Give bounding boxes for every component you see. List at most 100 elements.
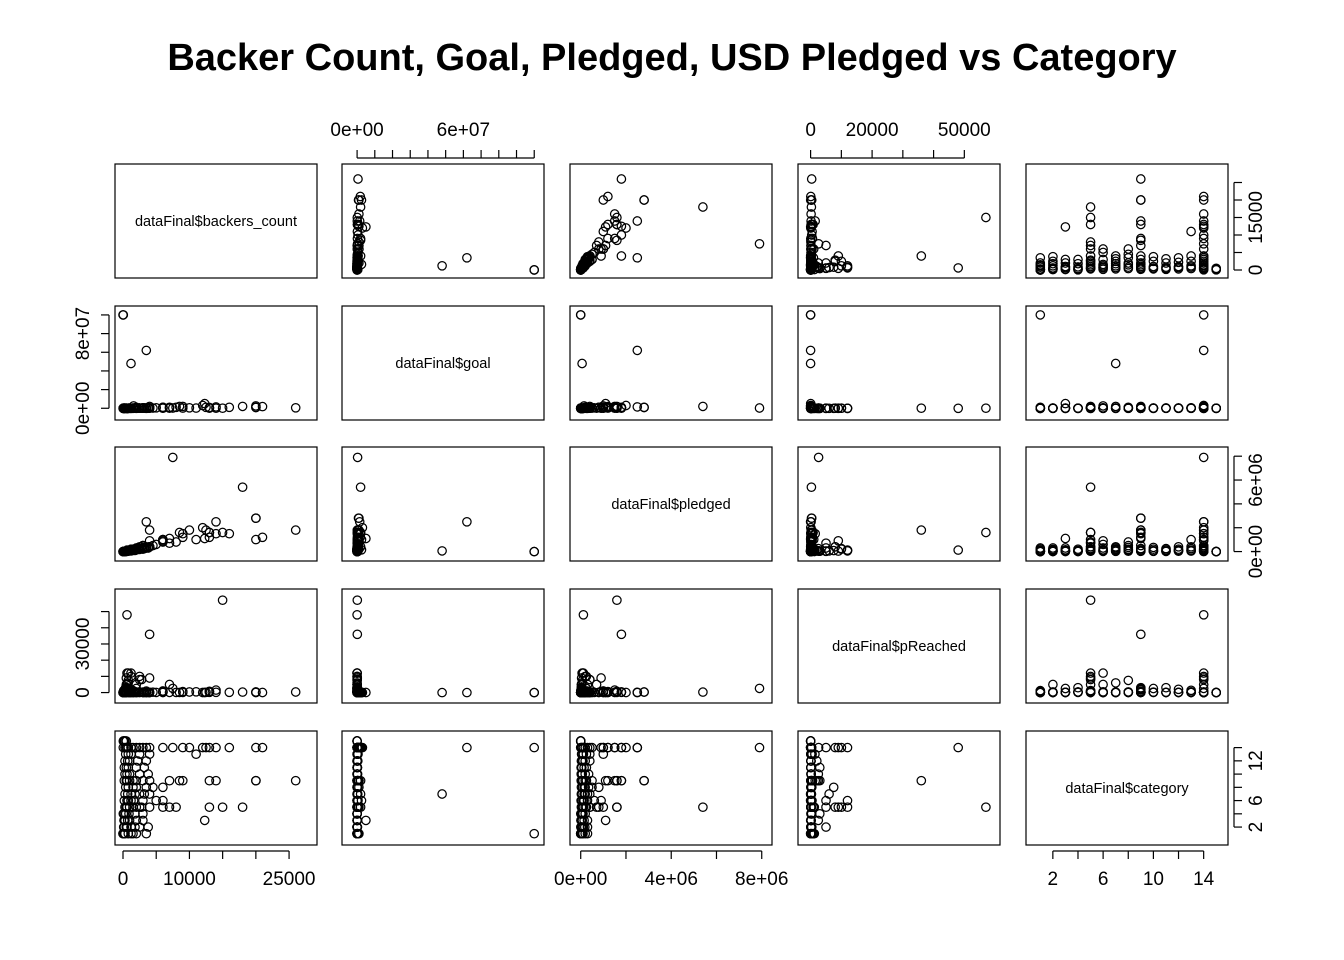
tick-label: 8e+07 bbox=[73, 307, 94, 360]
data-point bbox=[352, 263, 362, 274]
data-point bbox=[1085, 685, 1096, 696]
data-point bbox=[352, 609, 362, 620]
data-point bbox=[575, 310, 586, 320]
data-point bbox=[576, 802, 587, 813]
data-point bbox=[1123, 403, 1134, 413]
data-point bbox=[138, 402, 148, 413]
data-point bbox=[598, 687, 609, 698]
data-point bbox=[121, 546, 132, 557]
data-point bbox=[211, 742, 221, 753]
data-point bbox=[1135, 264, 1146, 275]
data-point bbox=[136, 802, 147, 813]
data-point bbox=[806, 775, 817, 786]
data-point bbox=[842, 742, 853, 753]
panel-0-3 bbox=[797, 163, 1001, 279]
data-point bbox=[603, 233, 613, 244]
tick-label: 20000 bbox=[846, 120, 899, 141]
data-point bbox=[204, 687, 215, 698]
data-point bbox=[805, 546, 816, 557]
panel-frame bbox=[114, 588, 318, 704]
data-point bbox=[833, 535, 844, 546]
data-point bbox=[1048, 545, 1058, 555]
data-point bbox=[1161, 263, 1171, 274]
data-point bbox=[120, 749, 131, 760]
data-point bbox=[1198, 403, 1209, 414]
data-point bbox=[621, 687, 631, 698]
data-point bbox=[123, 668, 134, 678]
tick-label: 8e+06 bbox=[735, 869, 788, 890]
panel-4-0 bbox=[114, 730, 318, 846]
data-point bbox=[805, 815, 816, 826]
data-point bbox=[251, 401, 261, 411]
data-point bbox=[1198, 345, 1209, 356]
data-point bbox=[1211, 687, 1222, 698]
data-point bbox=[575, 736, 586, 746]
data-point bbox=[217, 403, 228, 414]
data-point bbox=[167, 683, 178, 694]
data-point bbox=[1035, 686, 1046, 697]
data-point bbox=[1085, 219, 1096, 230]
data-point bbox=[806, 230, 817, 240]
data-point bbox=[352, 742, 363, 753]
data-point bbox=[224, 687, 235, 698]
data-point bbox=[698, 401, 708, 412]
right-axis-row-0: 0 15000 bbox=[1233, 181, 1267, 275]
data-point bbox=[621, 400, 631, 411]
data-point bbox=[134, 674, 145, 685]
data-point bbox=[953, 403, 964, 414]
data-point bbox=[1135, 219, 1146, 230]
panel-1-4 bbox=[1025, 305, 1229, 421]
data-point bbox=[1123, 687, 1134, 698]
data-point bbox=[1073, 682, 1083, 693]
data-point bbox=[211, 687, 221, 698]
tick-label: 0e+00 bbox=[330, 120, 383, 141]
panel-1-1: dataFinal$goal bbox=[341, 305, 545, 421]
data-point bbox=[609, 209, 620, 219]
data-point bbox=[806, 209, 816, 219]
left-axis-row-3: 0 30000 bbox=[73, 610, 110, 698]
data-point bbox=[1161, 682, 1171, 693]
data-point bbox=[211, 402, 221, 412]
data-point bbox=[805, 736, 816, 746]
data-point bbox=[609, 775, 620, 786]
data-point bbox=[158, 687, 168, 698]
data-point bbox=[204, 402, 215, 413]
data-point bbox=[131, 679, 142, 690]
data-point bbox=[138, 815, 148, 826]
data-point bbox=[141, 687, 152, 698]
data-point bbox=[352, 789, 363, 799]
data-point bbox=[204, 742, 215, 753]
data-point bbox=[290, 687, 301, 697]
data-point bbox=[821, 742, 831, 753]
data-point bbox=[184, 402, 195, 413]
data-point bbox=[437, 789, 447, 799]
data-point bbox=[1135, 525, 1146, 535]
data-point bbox=[437, 546, 447, 556]
panel-frame bbox=[797, 163, 1001, 279]
data-point bbox=[842, 403, 853, 414]
panel-frame bbox=[114, 446, 318, 562]
data-point bbox=[836, 403, 847, 414]
data-point bbox=[354, 244, 364, 254]
data-point bbox=[1186, 534, 1196, 545]
data-point bbox=[830, 742, 841, 753]
data-point bbox=[204, 532, 215, 543]
data-point bbox=[639, 687, 649, 697]
data-point bbox=[596, 742, 606, 753]
tick-label: 0e+00 bbox=[1246, 525, 1267, 578]
data-point bbox=[1123, 244, 1134, 254]
data-point bbox=[354, 528, 364, 539]
data-point bbox=[698, 202, 708, 212]
data-point bbox=[1198, 209, 1209, 219]
data-point bbox=[821, 258, 831, 268]
data-point bbox=[354, 240, 364, 251]
panel-frame bbox=[569, 305, 773, 421]
data-point bbox=[805, 252, 816, 263]
data-point bbox=[121, 403, 132, 414]
panel-frame bbox=[569, 163, 773, 279]
data-point bbox=[144, 629, 155, 640]
data-point bbox=[1035, 543, 1046, 553]
data-point bbox=[805, 263, 816, 274]
data-point bbox=[1135, 195, 1146, 205]
data-point bbox=[806, 769, 816, 779]
